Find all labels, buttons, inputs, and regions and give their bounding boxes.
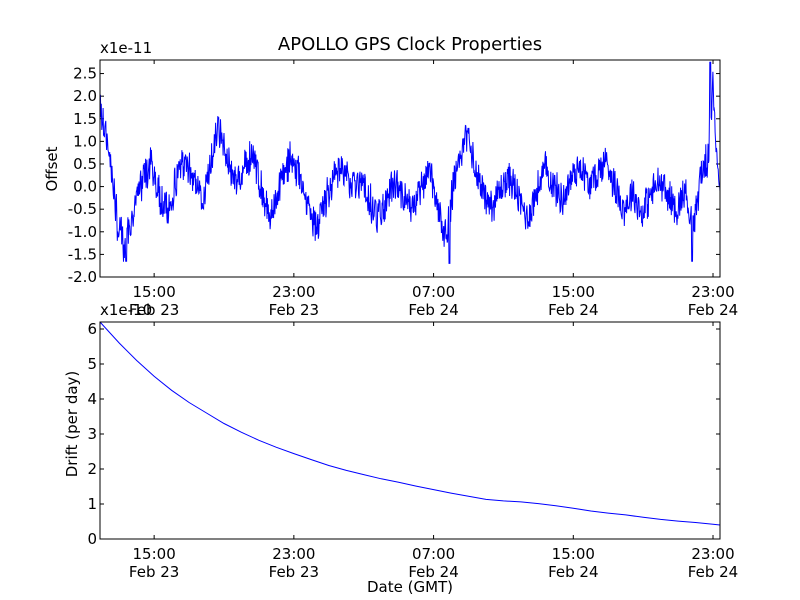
drift-scale-label: x1e-10 <box>100 301 152 319</box>
offset-panel: 2.5 2.0 1.5 1.0 0.5 0.0 -0.5 -1.0 -1.5 -2.0 15:00… <box>43 39 738 319</box>
offset-x-tick-date: Feb 24 <box>548 301 598 319</box>
offset-x-tick-time: 23:00 <box>272 283 315 301</box>
offset-y-tick-label: 1.5 <box>73 110 97 128</box>
drift-y-tick-label: 4 <box>87 390 97 408</box>
offset-axes-frame <box>99 59 721 278</box>
offset-y-tick-label: 0.5 <box>73 155 97 173</box>
offset-x-tick-time: 07:00 <box>412 283 455 301</box>
x-axis-label: Date (GMT) <box>367 578 453 596</box>
offset-x-tick-date: Feb 24 <box>408 301 458 319</box>
drift-x-tick-date: Feb 23 <box>269 563 319 581</box>
offset-y-ticks: 2.5 2.0 1.5 1.0 0.5 0.0 -0.5 -1.0 -1.5 -2.0 <box>68 65 720 286</box>
offset-plot-area <box>100 60 720 277</box>
drift-y-tick-label: 6 <box>87 320 97 338</box>
offset-x-tick-date: Feb 23 <box>269 301 319 319</box>
drift-series-line <box>99 321 721 526</box>
drift-y-tick-label: 2 <box>87 460 97 478</box>
drift-x-tick-date: Feb 24 <box>408 563 458 581</box>
offset-y-tick-label: 2.0 <box>73 87 97 105</box>
chart-title: APOLLO GPS Clock Properties <box>278 34 542 55</box>
offset-y-tick-label: -2.0 <box>68 268 97 286</box>
drift-x-tick-time: 15:00 <box>133 545 176 563</box>
drift-x-tick-time: 23:00 <box>272 545 315 563</box>
offset-y-tick-label: -0.5 <box>68 200 97 218</box>
drift-x-tick-time: 07:00 <box>412 545 455 563</box>
offset-x-tick-time: 23:00 <box>691 283 734 301</box>
offset-y-axis-label: Offset <box>43 146 61 191</box>
drift-x-tick-time: 15:00 <box>552 545 595 563</box>
drift-y-tick-label: 1 <box>87 495 97 513</box>
offset-x-tick-time: 15:00 <box>552 283 595 301</box>
offset-scale-label: x1e-11 <box>100 39 152 57</box>
offset-y-tick-label: -1.5 <box>68 245 97 263</box>
drift-y-tick-label: 0 <box>87 530 97 548</box>
drift-x-tick-time: 23:00 <box>691 545 734 563</box>
drift-x-tick-date: Feb 24 <box>548 563 598 581</box>
offset-x-tick-time: 15:00 <box>133 283 176 301</box>
offset-x-tick-date: Feb 23 <box>129 301 179 319</box>
offset-series-line <box>99 61 721 264</box>
offset-x-tick-date: Feb 24 <box>688 301 738 319</box>
drift-plot-area <box>100 322 720 539</box>
drift-y-axis-label: Drift (per day) <box>63 371 81 478</box>
offset-y-tick-label: 0.0 <box>73 178 97 196</box>
offset-y-tick-label: 1.0 <box>73 132 97 150</box>
drift-y-tick-label: 3 <box>87 425 97 443</box>
offset-y-tick-label: 2.5 <box>73 65 97 83</box>
drift-axes-frame <box>99 321 721 540</box>
drift-x-tick-date: Feb 24 <box>688 563 738 581</box>
offset-y-tick-label: -1.0 <box>68 223 97 241</box>
drift-x-tick-date: Feb 23 <box>129 563 179 581</box>
drift-y-tick-label: 5 <box>87 355 97 373</box>
